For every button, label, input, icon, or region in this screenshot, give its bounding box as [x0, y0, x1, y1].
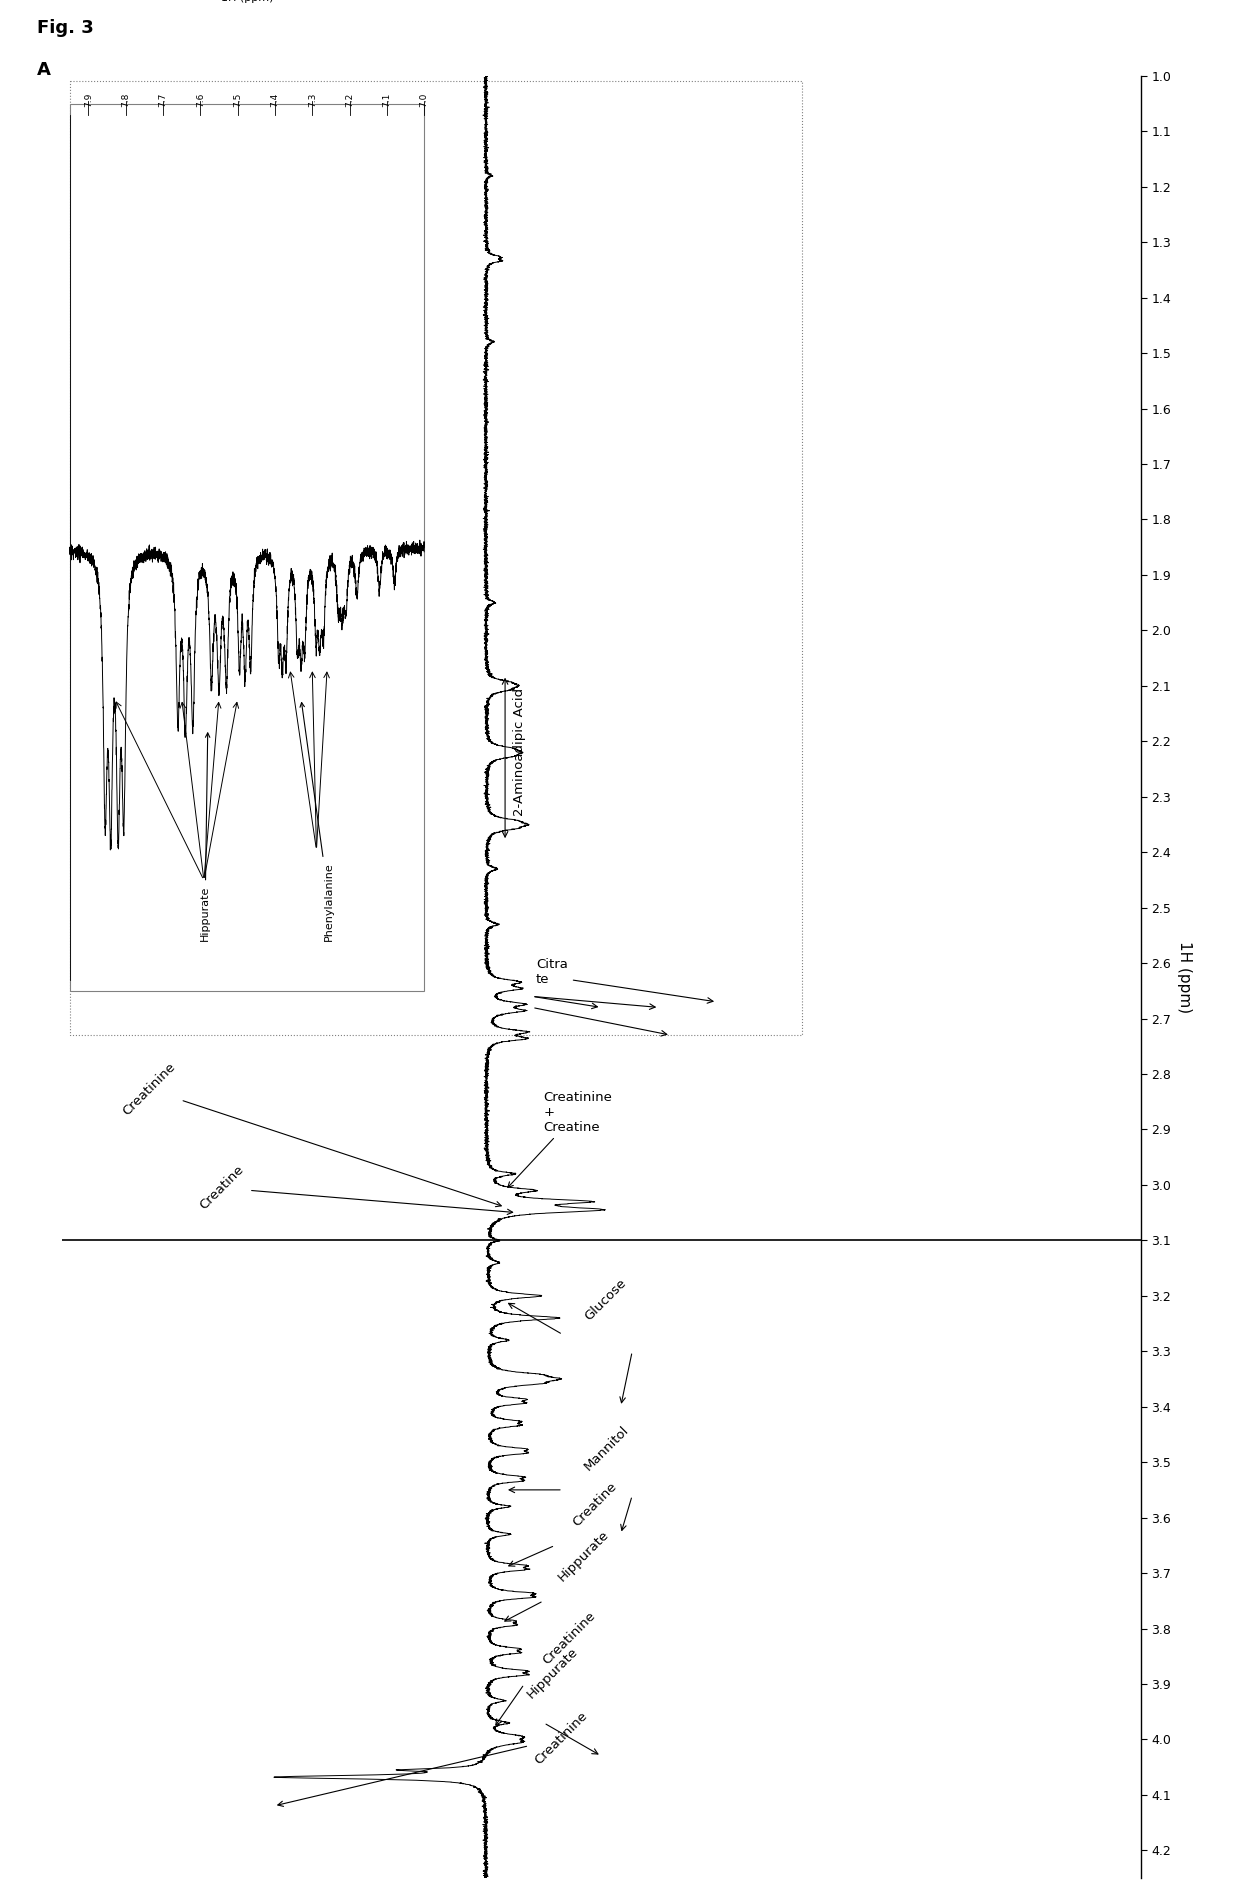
Text: Fig. 3: Fig. 3	[37, 19, 94, 36]
Text: Creatine: Creatine	[570, 1480, 620, 1529]
Text: Citra
te: Citra te	[536, 958, 568, 986]
Text: Creatinine
+
Creatine: Creatinine + Creatine	[508, 1091, 613, 1188]
Text: Creatinine: Creatinine	[278, 1709, 590, 1806]
Text: 7.3: 7.3	[308, 93, 316, 106]
Text: 7.6: 7.6	[196, 93, 205, 106]
Text: 7.1: 7.1	[382, 93, 392, 106]
Text: 2-Aminoadipic Acid: 2-Aminoadipic Acid	[513, 689, 526, 816]
Text: Hippurate: Hippurate	[525, 1645, 580, 1700]
Bar	[69, 82, 802, 1036]
Text: Hippurate: Hippurate	[556, 1529, 611, 1584]
Text: Phenylalanine: Phenylalanine	[300, 702, 334, 941]
Text: 7.7: 7.7	[159, 93, 167, 106]
Text: 7.8: 7.8	[122, 93, 130, 106]
Text: Creatine: Creatine	[197, 1163, 512, 1214]
Text: 7.5: 7.5	[233, 93, 242, 106]
Text: 7.9: 7.9	[84, 93, 93, 106]
Y-axis label: 1H (ppm): 1H (ppm)	[1177, 941, 1192, 1013]
Text: A: A	[37, 61, 51, 78]
Text: 7.2: 7.2	[345, 93, 355, 106]
Text: Creatinine: Creatinine	[539, 1609, 598, 1667]
Text: Creatinine: Creatinine	[120, 1060, 501, 1206]
Text: 7.4: 7.4	[270, 93, 279, 106]
Text: Mannitol: Mannitol	[582, 1423, 632, 1474]
Bar	[69, 104, 424, 990]
Text: 7.0: 7.0	[419, 93, 429, 106]
Text: 1H (ppm): 1H (ppm)	[221, 0, 273, 2]
Text: Hippurate: Hippurate	[200, 732, 210, 941]
Text: Glucose: Glucose	[582, 1277, 629, 1324]
